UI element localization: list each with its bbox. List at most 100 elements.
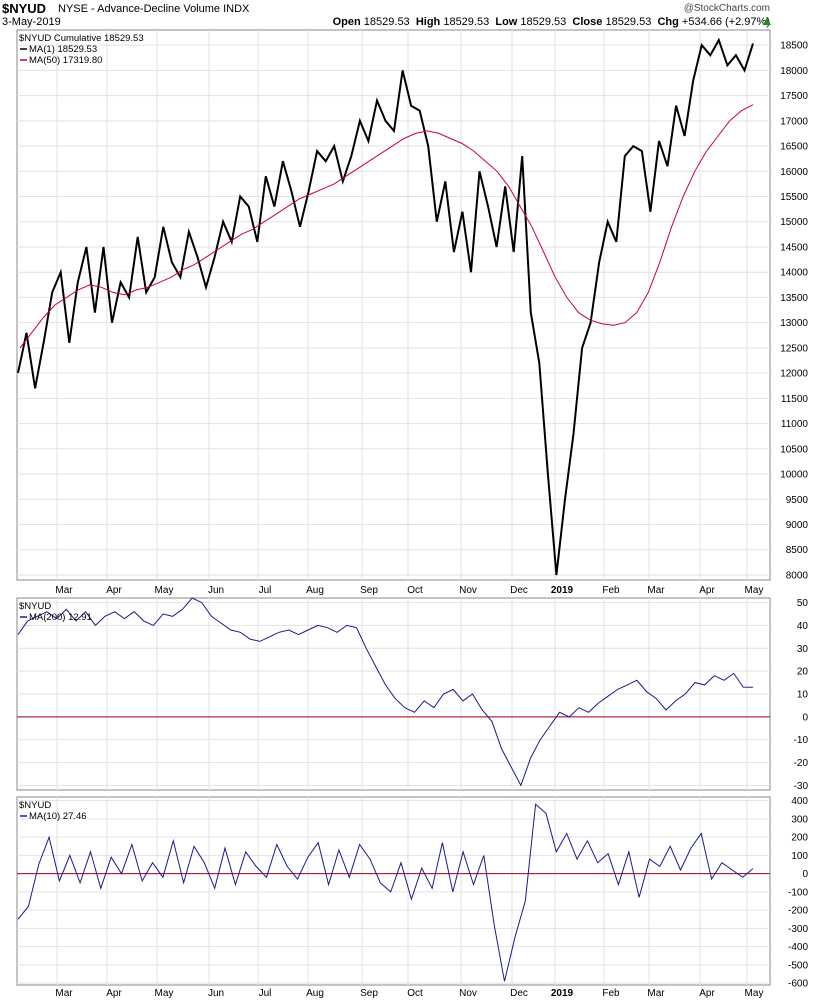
y-tick-label: 0 — [802, 712, 808, 723]
y-tick-label: 300 — [791, 814, 808, 825]
series-line — [19, 104, 754, 349]
x-tick-label: Aug — [306, 585, 324, 596]
x-tick-label: Jun — [208, 585, 224, 596]
close-value: 18529.53 — [605, 16, 652, 28]
x-tick-label: Apr — [699, 585, 715, 596]
x-tick-label: Dec — [510, 585, 528, 596]
y-tick-label: 12500 — [780, 343, 808, 354]
x-tick-label: Feb — [602, 988, 620, 999]
x-tick-label: Nov — [459, 988, 477, 999]
y-tick-label: 400 — [791, 796, 808, 807]
y-tick-label: 12000 — [780, 369, 808, 380]
y-tick-label: 50 — [797, 598, 809, 609]
y-tick-label: 17500 — [780, 91, 808, 102]
panel-frame — [16, 29, 771, 581]
y-tick-label: 14500 — [780, 242, 808, 253]
y-tick-label: 18500 — [780, 41, 808, 52]
y-tick-label: 20 — [797, 667, 809, 678]
y-tick-label: -600 — [788, 979, 808, 990]
x-tick-label: Mar — [647, 585, 665, 596]
x-tick-label: Apr — [106, 585, 122, 596]
x-tick-label: May — [745, 585, 764, 596]
y-tick-label: 30 — [797, 644, 809, 655]
y-tick-label: 40 — [797, 621, 809, 632]
series-line — [17, 803, 754, 982]
chg-value: +534.66 (+2.97%) — [681, 16, 770, 28]
low-label: Low — [495, 16, 518, 28]
x-tick-label: 2019 — [551, 585, 574, 596]
y-tick-label: 100 — [791, 851, 808, 862]
panel-frame — [16, 796, 771, 986]
y-tick-label: 10500 — [780, 444, 808, 455]
ohlc-readout: Open 18529.53 High 18529.53 Low 18529.53… — [333, 16, 770, 28]
x-tick-label: Nov — [459, 585, 477, 596]
y-tick-label: -500 — [788, 960, 808, 971]
y-tick-label: 8500 — [786, 545, 809, 556]
y-tick-label: 15500 — [780, 192, 808, 203]
high-label: High — [415, 16, 441, 28]
y-tick-label: -400 — [788, 942, 808, 953]
y-tick-label: 17000 — [780, 116, 808, 127]
legend-entry: $NYUD Cumulative 18529.53 — [19, 33, 144, 44]
chart-date: 3-May-2019 — [2, 16, 61, 28]
legend-entry: MA(200) 12.91 — [29, 612, 92, 623]
symbol-title: $NYUD — [2, 1, 47, 16]
x-tick-label: Mar — [55, 585, 73, 596]
y-tick-label: 14000 — [780, 268, 808, 279]
y-tick-label: 11000 — [781, 419, 809, 430]
up-triangle-icon — [763, 17, 771, 25]
y-tick-label: 13000 — [780, 318, 808, 329]
y-tick-label: 10 — [797, 690, 809, 701]
x-tick-label: May — [745, 988, 764, 999]
x-tick-label: Jul — [259, 988, 272, 999]
x-tick-label: Dec — [510, 988, 528, 999]
x-tick-label: Apr — [699, 988, 715, 999]
x-tick-label: Mar — [55, 988, 73, 999]
x-tick-label: Sep — [360, 585, 378, 596]
y-tick-label: 16500 — [780, 142, 808, 153]
y-tick-label: 0 — [802, 869, 808, 880]
y-tick-label: -200 — [788, 906, 808, 917]
x-tick-label: Mar — [647, 988, 665, 999]
high-value: 18529.53 — [443, 16, 490, 28]
chg-label: Chg — [657, 16, 679, 28]
y-tick-label: -100 — [788, 887, 808, 898]
y-tick-label: 10000 — [780, 470, 808, 481]
x-tick-label: May — [155, 988, 174, 999]
open-value: 18529.53 — [363, 16, 410, 28]
stockcharts-watermark: @StockCharts.com — [683, 3, 770, 14]
x-tick-label: May — [155, 585, 174, 596]
y-tick-label: 18000 — [780, 66, 808, 77]
series-line — [17, 37, 754, 576]
y-tick-label: -10 — [794, 735, 809, 746]
legend-entry: $NYUD — [19, 601, 51, 612]
x-tick-label: 2019 — [551, 988, 574, 999]
x-tick-label: Oct — [407, 585, 423, 596]
y-tick-label: 9000 — [786, 520, 809, 531]
x-tick-label: Aug — [306, 988, 324, 999]
x-tick-label: Jul — [259, 585, 272, 596]
legend-entry: MA(1) 18529.53 — [29, 44, 97, 55]
open-label: Open — [332, 16, 361, 28]
low-value: 18529.53 — [520, 16, 567, 28]
y-tick-label: 16000 — [780, 167, 808, 178]
series-line — [17, 597, 754, 787]
x-tick-label: Apr — [106, 988, 122, 999]
close-label: Close — [572, 16, 603, 28]
y-tick-label: 9500 — [786, 495, 809, 506]
chart-header: $NYUD NYSE - Advance-Decline Volume INDX… — [0, 0, 820, 30]
y-tick-label: -30 — [794, 781, 809, 792]
legend-entry: $NYUD — [19, 800, 51, 811]
y-tick-label: 15000 — [780, 217, 808, 228]
y-tick-label: 13500 — [780, 293, 808, 304]
x-tick-label: Oct — [407, 988, 423, 999]
x-tick-label: Jun — [208, 988, 224, 999]
legend-entry: MA(10) 27.46 — [29, 811, 87, 822]
y-tick-label: 11500 — [781, 394, 809, 405]
y-tick-label: 200 — [791, 833, 808, 844]
symbol-description: NYSE - Advance-Decline Volume INDX — [58, 3, 250, 15]
y-tick-label: -300 — [788, 924, 808, 935]
x-tick-label: Feb — [602, 585, 620, 596]
y-tick-label: 8000 — [786, 570, 809, 581]
